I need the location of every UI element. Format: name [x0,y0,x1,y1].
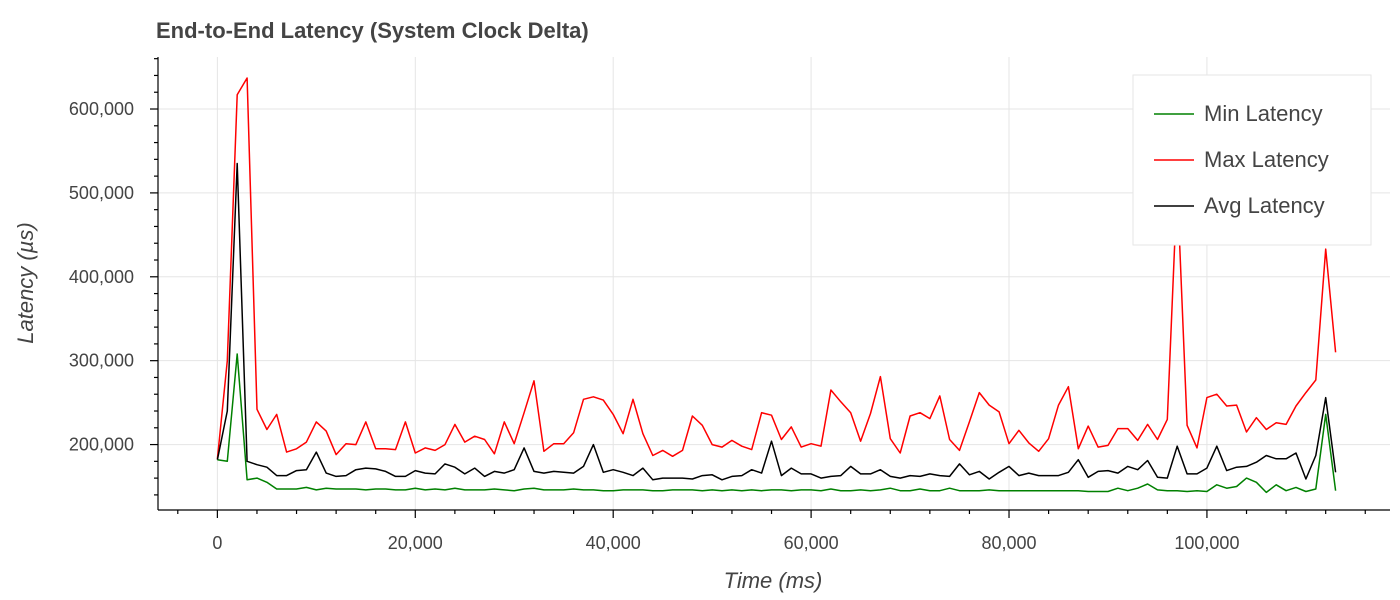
x-tick-label: 60,000 [784,533,839,553]
legend: Min Latency Max Latency Avg Latency [1132,74,1372,246]
series-lines [216,77,1337,494]
legend-label-max-latency: Max Latency [1204,147,1329,172]
y-axis-label: Latency (µs) [13,222,38,344]
x-axis-label: Time (ms) [724,568,823,593]
x-tick-label: 40,000 [586,533,641,553]
x-tick-label: 100,000 [1174,533,1239,553]
axes: 0 20,000 40,000 60,000 80,000 100,000 200,000 3… [69,57,1390,553]
y-tick-label: 300,000 [69,351,134,371]
y-tick-label: 500,000 [69,183,134,203]
y-tick-label: 600,000 [69,99,134,119]
x-tick-label: 0 [212,533,222,553]
chart-title: End-to-End Latency (System Clock Delta) [156,18,589,43]
series-line-max-latency [216,77,1337,459]
series-line-avg-latency [216,162,1337,481]
y-tick-label: 200,000 [69,435,134,455]
legend-label-min-latency: Min Latency [1204,101,1323,126]
y-tick-label: 400,000 [69,267,134,287]
legend-label-avg-latency: Avg Latency [1204,193,1325,218]
series-line-min-latency [217,353,1337,494]
x-tick-label: 80,000 [981,533,1036,553]
x-tick-label: 20,000 [388,533,443,553]
